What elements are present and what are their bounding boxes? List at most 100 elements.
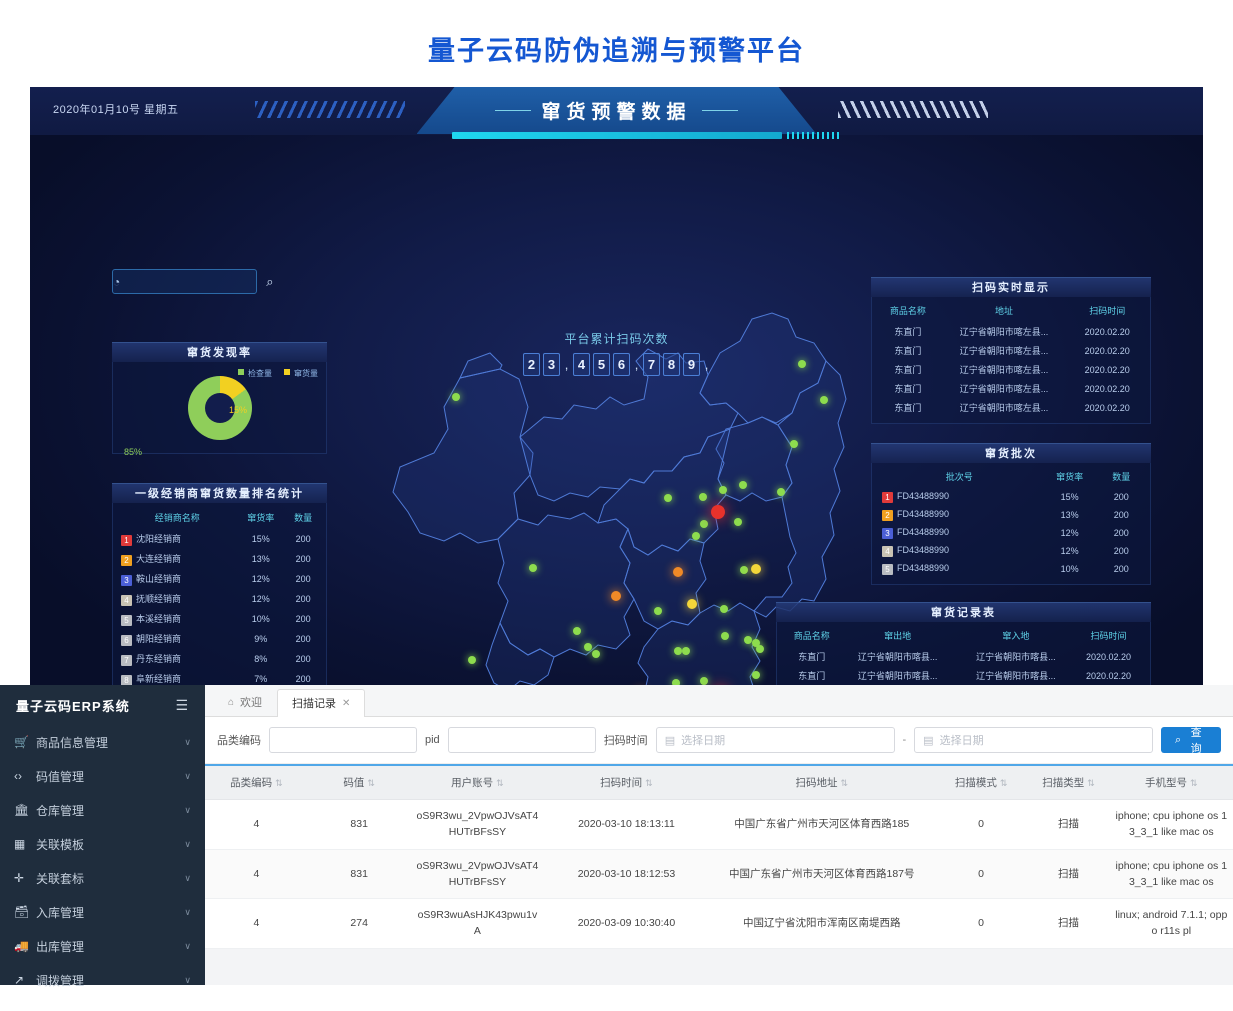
sort-icon[interactable]: ⇅ [840, 778, 849, 788]
sidebar-item-7[interactable]: ↗ 调拨管理 ∨ [0, 963, 205, 997]
map-dot[interactable] [739, 481, 747, 489]
sidebar-item-3[interactable]: ▦ 关联模板 ∨ [0, 827, 205, 861]
sort-icon[interactable]: ⇅ [645, 778, 653, 788]
map-dot[interactable] [584, 643, 592, 651]
column-header[interactable]: 扫码时间 ⇅ [544, 766, 709, 800]
table-row[interactable]: 3 FD43488990 12% 200 [880, 524, 1142, 542]
map-dot[interactable] [751, 564, 761, 574]
table-row[interactable]: 2 大连经销商 13% 200 [119, 549, 320, 569]
map-dot[interactable] [529, 564, 537, 572]
sort-icon[interactable]: ⇅ [367, 778, 375, 788]
table-row[interactable]: 1 沈阳经销商 15% 200 [119, 529, 320, 549]
table-row[interactable]: 东直门 辽宁省朝阳市喀县... 辽宁省朝阳市喀县... 2020.02.20 [785, 647, 1142, 666]
map-dot[interactable] [452, 393, 460, 401]
map-dot[interactable] [468, 656, 476, 664]
map-dot[interactable] [777, 488, 785, 496]
sidebar-item-4[interactable]: ✛ 关联套标 ∨ [0, 861, 205, 895]
category-input[interactable] [269, 727, 417, 753]
chevron-down-icon[interactable]: ∨ [184, 872, 191, 883]
column-header[interactable]: 用户账号 ⇅ [410, 766, 545, 800]
map-dot[interactable] [720, 605, 728, 613]
sort-icon[interactable]: ⇅ [1087, 778, 1095, 788]
map-dot[interactable] [700, 677, 708, 685]
column-header[interactable]: 码值 ⇅ [307, 766, 411, 800]
sort-icon[interactable]: ⇅ [496, 778, 504, 788]
map-dot[interactable] [798, 360, 806, 368]
map-dot[interactable] [654, 607, 662, 615]
table-row[interactable]: 8 阜新经销商 7% 200 [119, 669, 320, 685]
table-row[interactable]: 4 831 oS9R3wu_2VpwOJVsAT4HUTrBFsSY 2020-… [205, 799, 1233, 850]
column-header[interactable]: 扫描模式 ⇅ [934, 766, 1028, 800]
chevron-down-icon[interactable]: ∨ [184, 838, 191, 849]
search-icon[interactable]: ⌕ [266, 273, 274, 289]
map-dot[interactable] [790, 440, 798, 448]
map-dot[interactable] [752, 639, 760, 647]
table-row[interactable]: 东直门 辽宁省朝阳市喀左县... 2020.02.20 [880, 379, 1142, 398]
table-row[interactable]: 4 抚顺经销商 12% 200 [119, 589, 320, 609]
map-dot[interactable] [734, 518, 742, 526]
map-dot[interactable] [740, 566, 748, 574]
map-dot[interactable] [682, 647, 690, 655]
sidebar-item-0[interactable]: 🛒 商品信息管理 ∨ [0, 725, 205, 759]
map-dot[interactable] [674, 647, 682, 655]
dashboard-search[interactable]: ◔ ⌕ [112, 269, 274, 294]
map-dot[interactable] [752, 671, 760, 679]
map-dot[interactable] [692, 532, 700, 540]
map-dot[interactable] [756, 645, 764, 653]
column-header[interactable]: 品类编码 ⇅ [205, 766, 308, 800]
table-row[interactable]: 4 274 oS9R3wuAsHJK43pwu1vA 2020-03-09 10… [205, 898, 1233, 949]
table-row[interactable]: 1 FD43488990 15% 200 [880, 488, 1142, 506]
table-row[interactable]: 2 FD43488990 13% 200 [880, 506, 1142, 524]
map-dot[interactable] [673, 567, 683, 577]
map-dot[interactable] [573, 627, 581, 635]
sidebar-item-1[interactable]: ‹› 码值管理 ∨ [0, 759, 205, 793]
map-dot[interactable] [687, 599, 697, 609]
map-dot[interactable] [672, 679, 680, 685]
table-row[interactable]: 东直门 辽宁省朝阳市喀左县... 2020.02.20 [880, 398, 1142, 417]
close-icon[interactable]: ✕ [342, 697, 351, 709]
map-dot[interactable] [820, 396, 828, 404]
tab-0[interactable]: ⌂ 欢迎 [213, 688, 277, 716]
table-row[interactable]: 4 FD43488990 12% 200 [880, 542, 1142, 560]
table-row[interactable]: 6 朝阳经销商 9% 200 [119, 629, 320, 649]
chevron-down-icon[interactable]: ∨ [184, 940, 191, 951]
map-dot[interactable] [711, 505, 725, 519]
table-row[interactable]: 5 本溪经销商 10% 200 [119, 609, 320, 629]
table-row[interactable]: 东直门 辽宁省朝阳市喀县... 辽宁省朝阳市喀县... 2020.02.20 [785, 666, 1142, 685]
table-row[interactable]: 东直门 辽宁省朝阳市喀左县... 2020.02.20 [880, 341, 1142, 360]
column-header[interactable]: 扫描类型 ⇅ [1027, 766, 1110, 800]
pid-input[interactable] [447, 727, 596, 753]
chevron-down-icon[interactable]: ∨ [184, 736, 191, 747]
map-dot[interactable] [611, 591, 621, 601]
chevron-down-icon[interactable]: ∨ [184, 974, 191, 985]
sidebar-item-2[interactable]: 🏛 仓库管理 ∨ [0, 793, 205, 827]
chevron-down-icon[interactable]: ∨ [184, 770, 191, 781]
table-row[interactable]: 东直门 辽宁省朝阳市喀左县... 2020.02.20 [880, 360, 1142, 379]
table-row[interactable]: 4 831 oS9R3wu_2VpwOJVsAT4HUTrBFsSY 2020-… [205, 849, 1233, 900]
column-header[interactable]: 扫码地址 ⇅ [708, 766, 935, 800]
table-row[interactable]: 东直门 辽宁省朝阳市喀左县... 2020.02.20 [880, 322, 1142, 341]
date-start-picker[interactable]: ▤ 选择日期 [655, 727, 895, 753]
sidebar-item-5[interactable]: 🗃 入库管理 ∨ [0, 895, 205, 929]
map-dot[interactable] [721, 632, 729, 640]
hamburger-icon[interactable]: ☰ [175, 696, 189, 713]
search-input[interactable] [120, 274, 267, 289]
table-row[interactable]: 3 鞍山经销商 12% 200 [119, 569, 320, 589]
sort-icon[interactable]: ⇅ [999, 778, 1008, 788]
table-row[interactable]: 7 丹东经销商 8% 200 [119, 649, 320, 669]
chevron-down-icon[interactable]: ∨ [184, 804, 191, 815]
sort-icon[interactable]: ⇅ [1190, 778, 1198, 788]
map-dot[interactable] [700, 520, 708, 528]
map-dot[interactable] [744, 636, 752, 644]
column-header[interactable]: 手机型号 ⇅ [1109, 766, 1233, 800]
map-dot[interactable] [592, 650, 600, 658]
chevron-down-icon[interactable]: ∨ [184, 906, 191, 917]
date-end-picker[interactable]: ▤ 选择日期 [914, 727, 1153, 753]
tab-1[interactable]: 扫描记录 ✕ [277, 689, 366, 717]
sort-icon[interactable]: ⇅ [275, 778, 283, 788]
map-dot[interactable] [719, 486, 727, 494]
map-dot[interactable] [699, 493, 707, 501]
table-row[interactable]: 5 FD43488990 10% 200 [880, 560, 1142, 578]
sidebar-item-6[interactable]: 🚚 出库管理 ∨ [0, 929, 205, 963]
map-dot[interactable] [664, 494, 672, 502]
